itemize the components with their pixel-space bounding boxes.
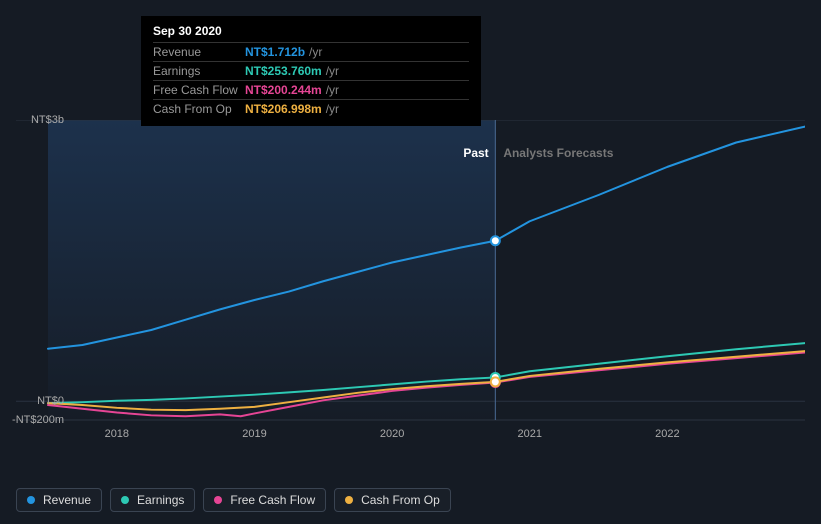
chart-svg (16, 120, 805, 465)
tooltip-date: Sep 30 2020 (153, 24, 469, 42)
tooltip-row-free-cash-flow: Free Cash FlowNT$200.244m/yr (153, 80, 469, 99)
tooltip-row-revenue: RevenueNT$1.712b/yr (153, 42, 469, 61)
x-axis-label: 2020 (380, 428, 404, 440)
section-label-past: Past (463, 146, 488, 160)
x-axis-label: 2022 (655, 428, 679, 440)
legend-label: Revenue (43, 493, 91, 507)
tooltip-label: Revenue (153, 45, 245, 59)
tooltip-unit: /yr (326, 102, 339, 116)
y-axis-label: -NT$200m (12, 414, 64, 426)
section-label-forecast: Analysts Forecasts (503, 146, 613, 160)
legend-item-fcf[interactable]: Free Cash Flow (203, 488, 326, 512)
y-axis-label: NT$0 (37, 395, 64, 407)
tooltip-value: NT$253.760m (245, 64, 322, 78)
tooltip-value: NT$200.244m (245, 83, 322, 97)
legend-dot-icon (345, 496, 353, 504)
legend-dot-icon (27, 496, 35, 504)
x-axis-label: 2018 (105, 428, 129, 440)
tooltip-unit: /yr (309, 45, 322, 59)
x-axis-label: 2021 (517, 428, 541, 440)
legend-label: Free Cash Flow (230, 493, 315, 507)
legend-dot-icon (121, 496, 129, 504)
legend-dot-icon (214, 496, 222, 504)
tooltip-unit: /yr (326, 64, 339, 78)
tooltip-row-earnings: EarningsNT$253.760m/yr (153, 61, 469, 80)
financials-chart[interactable]: NT$3bNT$0-NT$200m20182019202020212022 Pa… (16, 120, 805, 465)
y-axis-label: NT$3b (31, 114, 64, 126)
hover-tooltip: Sep 30 2020 RevenueNT$1.712b/yrEarningsN… (141, 16, 481, 126)
legend-label: Cash From Op (361, 493, 440, 507)
legend-item-revenue[interactable]: Revenue (16, 488, 102, 512)
legend-item-earnings[interactable]: Earnings (110, 488, 195, 512)
tooltip-value: NT$1.712b (245, 45, 305, 59)
legend-label: Earnings (137, 493, 184, 507)
legend-item-cfo[interactable]: Cash From Op (334, 488, 451, 512)
tooltip-label: Free Cash Flow (153, 83, 245, 97)
tooltip-unit: /yr (326, 83, 339, 97)
legend: Revenue Earnings Free Cash Flow Cash From O… (16, 488, 451, 512)
tooltip-label: Earnings (153, 64, 245, 78)
x-axis-label: 2019 (242, 428, 266, 440)
tooltip-label: Cash From Op (153, 102, 245, 116)
tooltip-value: NT$206.998m (245, 102, 322, 116)
tooltip-row-cash-from-op: Cash From OpNT$206.998m/yr (153, 99, 469, 118)
